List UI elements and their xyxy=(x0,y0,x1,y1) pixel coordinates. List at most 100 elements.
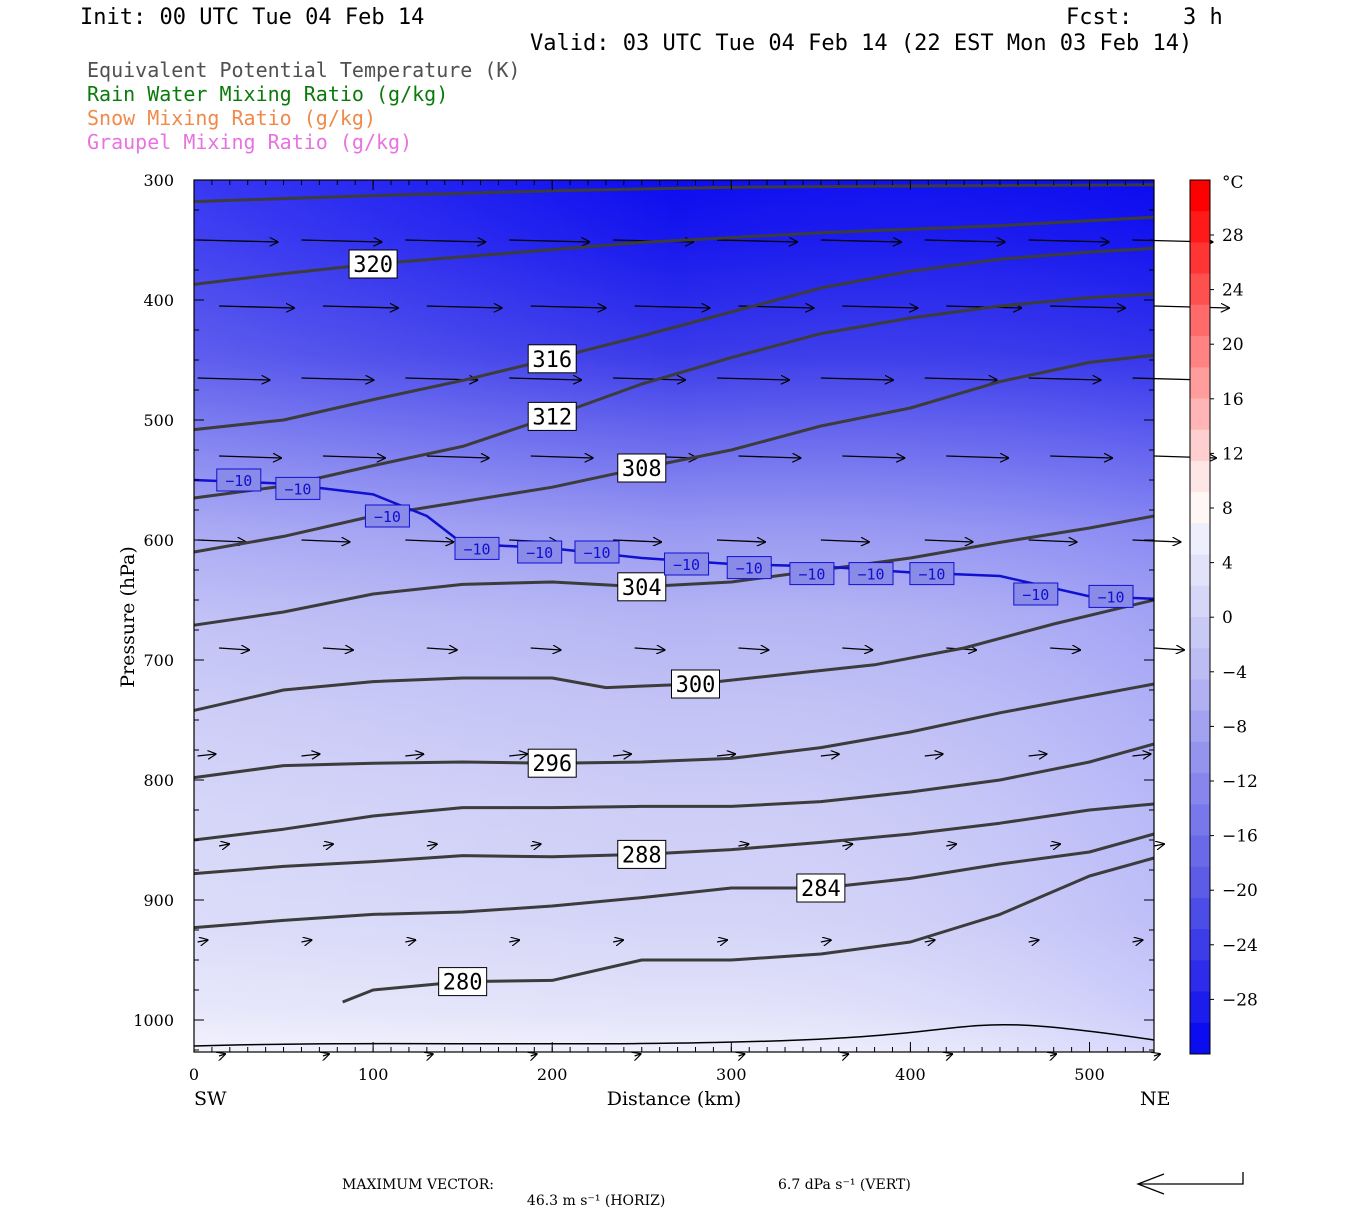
wind-vector xyxy=(509,940,519,942)
y-tick-label: 300 xyxy=(143,171,174,190)
theta-e-contour xyxy=(193,514,1155,627)
wind-vector xyxy=(323,1054,329,1056)
x-tick-label: 0 xyxy=(189,1065,199,1084)
legend-rain: Rain Water Mixing Ratio (g/kg) xyxy=(87,82,449,106)
wind-vector xyxy=(405,940,415,942)
wind-vector xyxy=(820,378,893,380)
plot-frame xyxy=(193,179,1155,1053)
max-vector-label: MAXIMUM VECTOR: xyxy=(342,1177,494,1193)
isotherm-label-box xyxy=(664,552,710,576)
max-vector-horizontal: 46.3 m s⁻¹ (HORIZ) xyxy=(518,1177,665,1209)
init-time: Init: 00 UTC Tue 04 Feb 14 xyxy=(80,5,425,30)
contour-label-box xyxy=(527,344,577,374)
colorbar-label: −16 xyxy=(1222,827,1258,847)
wind-vector xyxy=(613,754,631,756)
colorbar-label: −8 xyxy=(1222,717,1247,737)
isotherm-label-box xyxy=(1013,582,1059,606)
wind-vector xyxy=(1050,648,1080,650)
wind-vector xyxy=(301,240,381,242)
isotherm-label: −10 xyxy=(857,566,884,584)
wind-vector xyxy=(1153,648,1184,650)
wind-vector xyxy=(716,378,789,380)
max-vector-horizontal-text: 46.3 m s⁻¹ (HORIZ) xyxy=(526,1193,666,1209)
wind-vector xyxy=(716,754,735,756)
wind-vector xyxy=(197,240,278,242)
wind-vector xyxy=(219,456,281,458)
y-tick-label: 900 xyxy=(143,891,174,910)
terrain-line xyxy=(193,1023,1155,1047)
colorbar-segment xyxy=(1190,897,1210,930)
contour-label: 312 xyxy=(532,405,572,430)
colorbar-label: 28 xyxy=(1222,226,1244,246)
colorbar-segment xyxy=(1190,835,1210,868)
x-tick-label: 300 xyxy=(716,1065,747,1084)
colorbar-label: −4 xyxy=(1222,663,1247,683)
wind-vector xyxy=(738,844,748,846)
contour-label: 280 xyxy=(443,971,483,996)
colorbar-segment xyxy=(1190,929,1210,961)
wind-vector xyxy=(738,456,800,458)
wind-vector xyxy=(1154,1054,1160,1056)
isotherm-label-box xyxy=(517,540,563,564)
wind-vector xyxy=(1028,940,1039,942)
wind-vector xyxy=(301,540,349,542)
isotherm-label-box xyxy=(909,562,955,586)
wind-vector xyxy=(634,306,710,308)
isotherm-label: −10 xyxy=(284,480,311,498)
wind-vector xyxy=(405,240,485,242)
wind-vector xyxy=(820,540,869,542)
wind-vector xyxy=(530,456,593,458)
wind-vector xyxy=(613,540,661,542)
wind-vector xyxy=(842,456,904,458)
isotherm-minus10 xyxy=(193,478,1155,601)
colorbar-segment xyxy=(1190,648,1210,680)
wind-vector xyxy=(946,1054,952,1056)
contour-label: 296 xyxy=(532,752,572,777)
wind-vector xyxy=(1050,456,1112,458)
wind-vector xyxy=(946,844,956,846)
theta-e-contour xyxy=(193,292,1155,500)
reference-vector-head xyxy=(1136,1173,1165,1195)
colorbar-segment xyxy=(1190,991,1210,1024)
wind-vector xyxy=(1028,540,1077,542)
isotherm-label-box xyxy=(726,556,772,580)
wind-vector xyxy=(716,540,765,542)
x-tick-label: 400 xyxy=(895,1065,926,1084)
wind-vector xyxy=(530,844,541,846)
wind-vector xyxy=(634,648,665,650)
colorbar-label: 8 xyxy=(1222,499,1233,519)
contour-label-box xyxy=(617,453,667,483)
wind-vector xyxy=(820,240,901,242)
wind-vector xyxy=(426,648,457,650)
x-tick-label: 500 xyxy=(1074,1065,1105,1084)
wind-vector xyxy=(405,754,423,756)
isotherm-label-box xyxy=(848,562,894,586)
wind-vector xyxy=(1132,940,1143,942)
colorbar-segment xyxy=(1190,398,1210,431)
fcst-value: 3 h xyxy=(1183,5,1223,30)
colorbar-segment xyxy=(1190,554,1210,587)
wind-vector xyxy=(842,306,917,308)
theta-e-contour xyxy=(193,682,1155,780)
wind-vector xyxy=(426,844,437,846)
wind-vector xyxy=(842,1054,848,1056)
y-tick-label: 800 xyxy=(143,771,174,790)
colorbar-segment xyxy=(1190,741,1210,774)
colorbar-label: −20 xyxy=(1222,881,1258,901)
colorbar-segment xyxy=(1190,242,1210,275)
legend-theta-e: Equivalent Potential Temperature (K) xyxy=(87,58,521,82)
colorbar-label: 20 xyxy=(1222,335,1244,355)
wind-vector xyxy=(738,648,768,650)
contour-label-box xyxy=(796,873,846,903)
wind-vector xyxy=(716,940,727,942)
colorbar-segment xyxy=(1190,367,1210,399)
wind-vector xyxy=(924,378,997,380)
wind-vector xyxy=(924,754,943,756)
wind-vector xyxy=(613,378,685,380)
colorbar-segment xyxy=(1190,679,1210,712)
colorbar-segment xyxy=(1190,273,1210,306)
wind-vector xyxy=(219,306,294,308)
y-tick-label: 600 xyxy=(143,531,174,550)
colorbar-label: 16 xyxy=(1222,390,1244,410)
contour-label: 304 xyxy=(622,576,662,601)
